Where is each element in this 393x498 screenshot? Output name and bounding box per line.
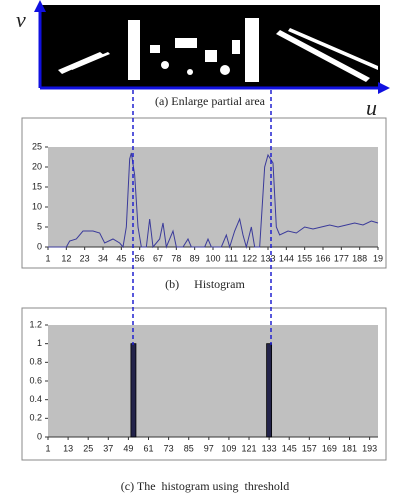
x-tick-label: 122 — [242, 253, 257, 263]
x-tick-label: 100 — [205, 253, 220, 263]
y-tick-label: 0 — [37, 241, 42, 251]
x-tick-label: 78 — [171, 253, 181, 263]
x-tick-label: 133 — [260, 253, 275, 263]
caption: (b) Histogram — [165, 277, 245, 291]
x-tick-label: 121 — [241, 443, 256, 453]
x-tick-label: 73 — [164, 443, 174, 453]
bar — [267, 344, 272, 437]
x-tick-label: 45 — [116, 253, 126, 263]
y-tick-label: 1 — [37, 338, 42, 348]
x-tick-label: 12 — [61, 253, 71, 263]
y-tick-label: 5 — [37, 221, 42, 231]
x-tick-label: 19 — [373, 253, 383, 263]
x-tick-label: 166 — [315, 253, 330, 263]
y-tick-label: 25 — [32, 141, 42, 151]
x-tick-label: 193 — [362, 443, 377, 453]
caption: (a) Enlarge partial area — [155, 94, 266, 108]
y-tick-label: 0 — [37, 431, 42, 441]
y-tick-label: 0.8 — [29, 357, 42, 367]
x-tick-label: 169 — [322, 443, 337, 453]
y-tick-label: 1.2 — [29, 319, 42, 329]
x-tick-label: 25 — [83, 443, 93, 453]
x-tick-label: 1 — [45, 253, 50, 263]
x-tick-label: 144 — [279, 253, 294, 263]
x-tick-label: 23 — [80, 253, 90, 263]
x-tick-label: 109 — [221, 443, 236, 453]
y-tick-label: 20 — [32, 161, 42, 171]
x-tick-label: 67 — [153, 253, 163, 263]
x-tick-label: 155 — [297, 253, 312, 263]
x-tick-label: 177 — [334, 253, 349, 263]
x-tick-label: 49 — [123, 443, 133, 453]
x-tick-label: 181 — [342, 443, 357, 453]
axis-label-v: v — [16, 7, 26, 32]
y-tick-label: 0.6 — [29, 375, 42, 385]
bar — [131, 344, 136, 437]
x-tick-label: 188 — [352, 253, 367, 263]
y-tick-label: 10 — [32, 201, 42, 211]
x-tick-label: 89 — [190, 253, 200, 263]
y-tick-label: 15 — [32, 181, 42, 191]
x-tick-label: 85 — [184, 443, 194, 453]
x-tick-label: 56 — [135, 253, 145, 263]
caption: (c) The histogram using threshold — [121, 479, 289, 493]
x-tick-label: 145 — [282, 443, 297, 453]
axis-label-u: u — [366, 95, 377, 120]
x-tick-label: 61 — [143, 443, 153, 453]
x-tick-label: 34 — [98, 253, 108, 263]
x-tick-label: 1 — [45, 443, 50, 453]
x-tick-label: 13 — [63, 443, 73, 453]
road-image — [40, 5, 380, 88]
x-tick-label: 157 — [302, 443, 317, 453]
x-tick-label: 111 — [224, 253, 238, 263]
y-tick-label: 0.2 — [29, 413, 42, 423]
y-tick-label: 0.4 — [29, 394, 42, 404]
x-tick-label: 97 — [204, 443, 214, 453]
plot-area — [48, 325, 378, 437]
figure: v u (a) Enlarge partial area 05101520251… — [0, 0, 393, 498]
x-tick-label: 37 — [103, 443, 113, 453]
x-tick-label: 133 — [262, 443, 277, 453]
